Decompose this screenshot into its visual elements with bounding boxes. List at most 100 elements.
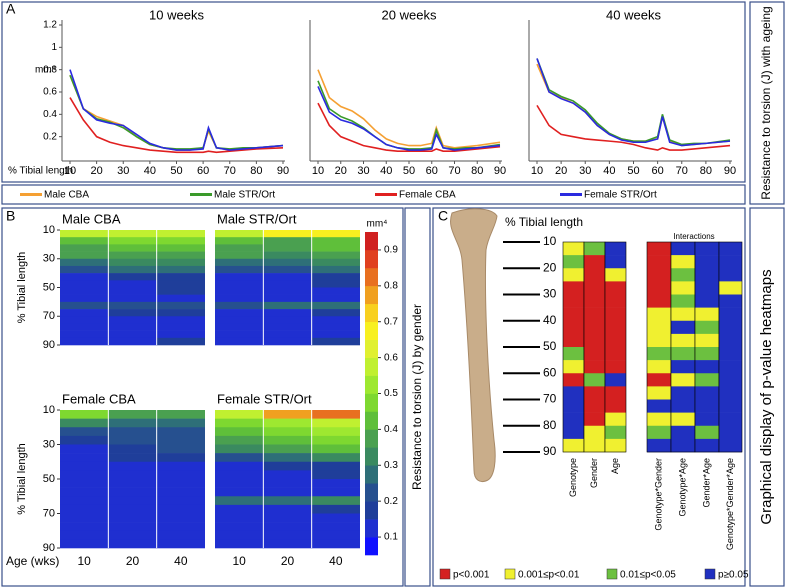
p-cell [671, 307, 695, 322]
heat-cell [311, 237, 360, 245]
y-tick-label: 30 [43, 253, 55, 265]
heat-cell [215, 504, 264, 514]
p-cell [671, 320, 695, 335]
x-tick-label: 90 [277, 165, 289, 177]
heat-cell [311, 244, 360, 252]
heat-cell [156, 316, 205, 324]
x-tick-label: 20 [126, 554, 140, 568]
p-cell [695, 333, 719, 348]
heat-cell [60, 323, 109, 331]
column-frame [604, 241, 627, 453]
p-cell [671, 360, 695, 374]
y-tick-label: 20 [543, 260, 557, 274]
colorbar-unit: mm⁴ [367, 219, 388, 230]
colorbar-segment [365, 303, 378, 323]
p-cell [605, 320, 626, 335]
heat-cell [60, 513, 109, 523]
x-tick-label: 60 [197, 165, 209, 177]
heat-cell [60, 479, 109, 488]
p-cell [719, 425, 742, 440]
p-cell [695, 281, 719, 295]
p-cell [563, 307, 584, 322]
p-cell [695, 307, 719, 322]
heat-cell [215, 418, 264, 428]
heat-cell [60, 273, 109, 281]
p-cell [671, 347, 695, 361]
heat-cell [263, 280, 312, 288]
heat-cell [311, 251, 360, 260]
heat-cell [156, 487, 205, 497]
p-cell [563, 386, 584, 400]
p-cell [719, 438, 742, 453]
heat-cell [156, 323, 205, 331]
heat-cell [263, 309, 312, 317]
y-tick-label: 30 [43, 438, 55, 450]
heat-cell [215, 287, 264, 295]
heat-cell [311, 453, 360, 463]
colorbar-tick-label: 0.8 [384, 280, 398, 291]
p-cell [671, 425, 695, 440]
x-tick-label: 10 [232, 554, 246, 568]
colorbar-segment [365, 519, 378, 538]
p-cell [719, 347, 742, 361]
heat-cell [215, 230, 264, 238]
heat-cell [156, 496, 205, 506]
colorbar-segment [365, 339, 378, 358]
heat-cell [215, 461, 264, 471]
p-cell [671, 438, 695, 453]
y-tick-label: 70 [43, 507, 55, 519]
heat-cell [311, 530, 360, 540]
heat-cell [263, 265, 312, 274]
x-tick-label: 40 [329, 554, 343, 568]
p-cell [563, 438, 584, 453]
p-cell [584, 360, 605, 374]
x-tick-label: 90 [724, 165, 736, 177]
legend-label: 0.001≤p<0.01 [518, 570, 580, 581]
x-tick-label: 50 [403, 165, 415, 177]
side-c-frame [749, 207, 785, 587]
y-tick-label: 60 [543, 365, 557, 379]
heat-cell [156, 244, 205, 252]
legend-swatch [439, 568, 451, 580]
series-line [69, 74, 284, 150]
heat-cell [108, 453, 157, 463]
p-cell [605, 333, 626, 348]
p-cell [719, 412, 742, 427]
p-cell [563, 294, 584, 308]
x-tick-label: 90 [494, 165, 506, 177]
colorbar-segment [365, 357, 378, 376]
chart-title: 20 weeks [382, 7, 437, 22]
x-tick-label: Genotype*Gender [653, 458, 663, 531]
heat-cell [215, 470, 264, 480]
heat-cell [156, 504, 205, 514]
heat-cell [60, 427, 109, 437]
colorbar-tick-label: 0.7 [384, 316, 398, 327]
p-cell [584, 438, 605, 453]
p-cell [605, 412, 626, 427]
legend-swatch [606, 568, 618, 580]
colorbar-segment [365, 411, 378, 430]
heat-cell [60, 539, 109, 549]
heatmap-title: Female STR/Ort [217, 391, 312, 406]
heat-cell [311, 309, 360, 317]
heatmap-title: Male STR/Ort [217, 211, 297, 226]
heat-cell [156, 444, 205, 454]
heat-cell [108, 337, 157, 346]
p-cell [605, 281, 626, 295]
series-line [536, 104, 731, 151]
p-cell [584, 242, 605, 256]
p-cell [647, 373, 671, 387]
p-cell [563, 281, 584, 295]
heat-cell [156, 453, 205, 463]
colorbar-tick-label: 0.6 [384, 352, 398, 363]
p-cell [719, 255, 742, 269]
p-cell [563, 373, 584, 387]
panel-a-frame [1, 1, 746, 183]
heat-cell [215, 530, 264, 540]
x-tick-label: 10 [312, 165, 324, 177]
heat-cell [108, 479, 157, 488]
x-tick-label: 30 [579, 165, 591, 177]
p-cell [563, 425, 584, 440]
series-line [536, 63, 731, 147]
p-cell [719, 333, 742, 348]
